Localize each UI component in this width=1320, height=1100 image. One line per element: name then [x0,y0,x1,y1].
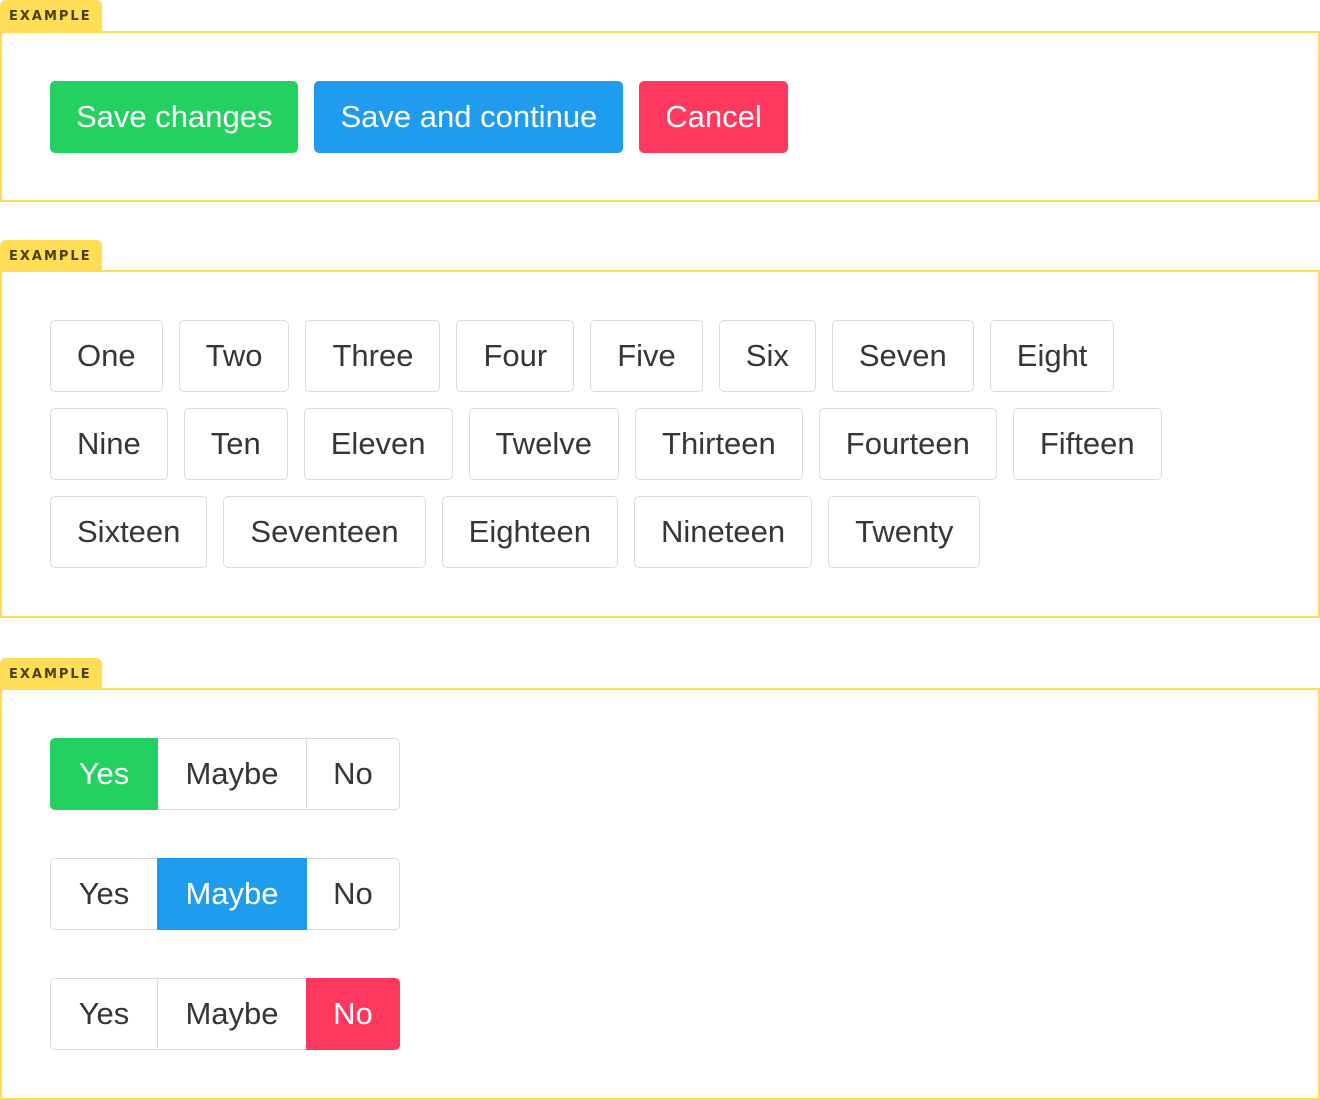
number-button[interactable]: Nineteen [634,496,813,568]
option-no-button[interactable]: No [306,978,400,1050]
cancel-button[interactable]: Cancel [639,81,788,153]
number-button[interactable]: Thirteen [635,408,803,480]
option-no-button[interactable]: No [306,858,400,930]
option-maybe-button[interactable]: Maybe [157,738,307,810]
number-button[interactable]: Six [718,320,816,392]
number-button[interactable]: One [50,320,163,392]
segmented-control: Yes Maybe No [50,858,1270,930]
option-maybe-button[interactable]: Maybe [157,978,307,1050]
segmented-control: Yes Maybe No [50,978,1270,1050]
example-segmented-box: Yes Maybe No Yes Maybe No Yes Maybe No [0,688,1320,1100]
option-no-button[interactable]: No [306,738,400,810]
button-row: One Two Three Four Five Six Seven Eight [50,320,1270,392]
number-button[interactable]: Sixteen [50,496,208,568]
save-changes-button[interactable]: Save changes [50,81,299,153]
number-button[interactable]: Three [305,320,441,392]
number-button[interactable]: Eight [989,320,1115,392]
number-button[interactable]: Eleven [303,408,453,480]
number-button[interactable]: Two [178,320,290,392]
number-button[interactable]: Fifteen [1012,408,1162,480]
option-yes-button[interactable]: Yes [50,738,158,810]
option-yes-button[interactable]: Yes [50,858,158,930]
number-button[interactable]: Fourteen [818,408,997,480]
example-tag: EXAMPLE [0,658,102,690]
option-yes-button[interactable]: Yes [50,978,158,1050]
example-tag: EXAMPLE [0,0,102,32]
button-row: Sixteen Seventeen Eighteen Nineteen Twenty [50,496,1270,568]
number-button[interactable]: Four [456,320,575,392]
number-button[interactable]: Twelve [468,408,620,480]
option-maybe-button[interactable]: Maybe [157,858,307,930]
example-buttons-box: Save changes Save and continue Cancel [0,31,1320,202]
number-button[interactable]: Twenty [828,496,981,568]
number-button[interactable]: Nine [50,408,168,480]
number-button[interactable]: Eighteen [441,496,619,568]
number-button[interactable]: Ten [183,408,288,480]
segmented-control: Yes Maybe No [50,738,1270,810]
button-row: Nine Ten Eleven Twelve Thirteen Fourteen Fifte… [50,408,1270,480]
save-and-continue-button[interactable]: Save and continue [314,81,624,153]
number-button[interactable]: Seven [831,320,974,392]
number-button[interactable]: Seventeen [223,496,426,568]
example-tag: EXAMPLE [0,240,102,272]
example-button-list-box: One Two Three Four Five Six Seven Eight Nine Ten E… [0,270,1320,618]
number-button[interactable]: Five [590,320,703,392]
